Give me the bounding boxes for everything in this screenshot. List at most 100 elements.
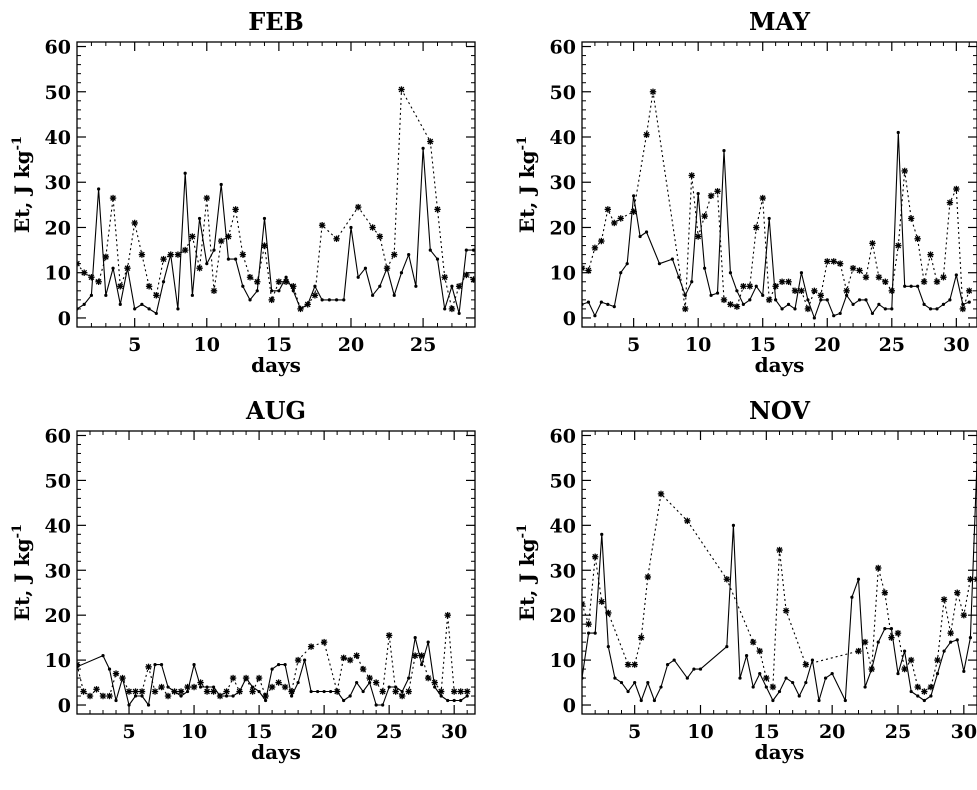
data-point-dot — [89, 293, 94, 297]
data-point-dot — [250, 685, 255, 689]
data-point-dot — [677, 275, 681, 279]
data-point-star — [132, 688, 139, 695]
data-point-star — [749, 638, 757, 646]
data-point-star — [638, 634, 645, 641]
data-point-dot — [153, 662, 157, 667]
data-point-star — [275, 278, 283, 285]
data-point-star — [881, 589, 889, 596]
data-point-star — [953, 185, 960, 193]
data-point-dot — [748, 298, 752, 302]
x-tick-label: 5 — [628, 721, 641, 743]
data-point-dot — [356, 275, 360, 279]
data-point-dot — [334, 298, 339, 302]
data-point-dot — [140, 302, 144, 306]
data-point-star — [940, 596, 948, 603]
data-point-star — [856, 267, 863, 274]
data-point-star — [954, 589, 961, 596]
data-point-star — [77, 661, 81, 668]
data-point-star — [151, 688, 159, 695]
data-point-star — [158, 683, 165, 691]
data-point-dot — [644, 230, 649, 234]
data-point-dot — [771, 698, 775, 703]
data-point-star — [354, 203, 362, 211]
data-point-dot — [935, 307, 939, 311]
data-point-star — [369, 224, 376, 231]
data-point-star — [740, 283, 747, 290]
x-axis-label: days — [755, 740, 805, 764]
data-point-star — [720, 296, 728, 304]
data-point-dot — [459, 698, 463, 703]
data-point-star — [723, 576, 731, 583]
data-point-dot — [646, 680, 650, 685]
data-point-star — [907, 656, 915, 664]
data-point-dot — [114, 698, 118, 703]
data-point-star — [611, 219, 618, 227]
data-point-dot — [806, 298, 810, 302]
data-point-dot — [371, 293, 375, 297]
data-point-dot — [922, 302, 926, 306]
data-point-dot — [452, 698, 456, 703]
data-point-star — [591, 553, 599, 560]
data-point-dot — [955, 638, 959, 642]
data-point-star — [448, 305, 456, 313]
data-point-dot — [255, 289, 259, 293]
data-point-star — [585, 620, 592, 628]
data-point-dot — [725, 645, 729, 649]
data-point-dot — [101, 654, 105, 658]
data-point-dot — [619, 271, 623, 275]
data-point-dot — [715, 291, 720, 295]
data-point-star — [288, 688, 295, 695]
data-point-dot — [709, 293, 713, 297]
data-point-star — [894, 629, 902, 637]
data-point-star — [86, 692, 94, 700]
data-point-star — [268, 683, 276, 691]
data-point-star — [411, 652, 419, 659]
data-point-star — [236, 688, 243, 695]
data-point-dot — [780, 307, 784, 311]
data-point-star — [167, 251, 174, 258]
data-point-dot — [896, 671, 900, 676]
data-point-star — [153, 292, 160, 299]
data-point-dot — [363, 266, 368, 270]
x-tick-label: 10 — [194, 334, 220, 356]
data-point-dot — [657, 262, 662, 266]
data-point-dot — [825, 298, 829, 302]
series-line-dotted — [582, 493, 977, 693]
data-point-dot — [962, 669, 966, 673]
data-point-star — [959, 305, 967, 313]
data-point-dot — [176, 307, 180, 311]
data-point-star — [366, 674, 373, 682]
data-point-star — [778, 278, 786, 285]
data-point-dot — [413, 636, 417, 640]
data-point-star — [203, 688, 211, 695]
data-point-star — [455, 283, 463, 290]
data-point-star — [117, 283, 124, 290]
data-point-dot — [290, 694, 294, 698]
x-tick-label: 25 — [376, 721, 402, 743]
data-point-dot — [378, 284, 382, 288]
data-point-dot — [761, 293, 765, 297]
data-point-star — [772, 283, 779, 290]
data-point-dot — [399, 271, 404, 275]
data-point-star — [112, 670, 120, 677]
data-point-star — [320, 638, 328, 646]
data-point-dot — [219, 182, 223, 187]
data-point-star — [598, 598, 605, 605]
data-point-dot — [433, 685, 437, 689]
data-point-dot — [832, 314, 836, 318]
data-point-star — [967, 576, 974, 583]
data-point-star — [93, 686, 100, 693]
panel-title: AUG — [245, 396, 306, 425]
data-point-star — [817, 292, 825, 299]
data-point-dot — [234, 257, 238, 261]
data-point-star — [862, 274, 870, 281]
data-point-star — [392, 688, 399, 695]
data-point-dot — [420, 662, 424, 667]
data-point-star — [164, 692, 172, 700]
data-point-star — [582, 264, 586, 272]
data-point-star — [307, 643, 315, 650]
data-point-dot — [107, 667, 112, 671]
data-point-star — [282, 278, 290, 285]
data-point-dot — [797, 694, 801, 698]
data-point-dot — [342, 698, 346, 703]
